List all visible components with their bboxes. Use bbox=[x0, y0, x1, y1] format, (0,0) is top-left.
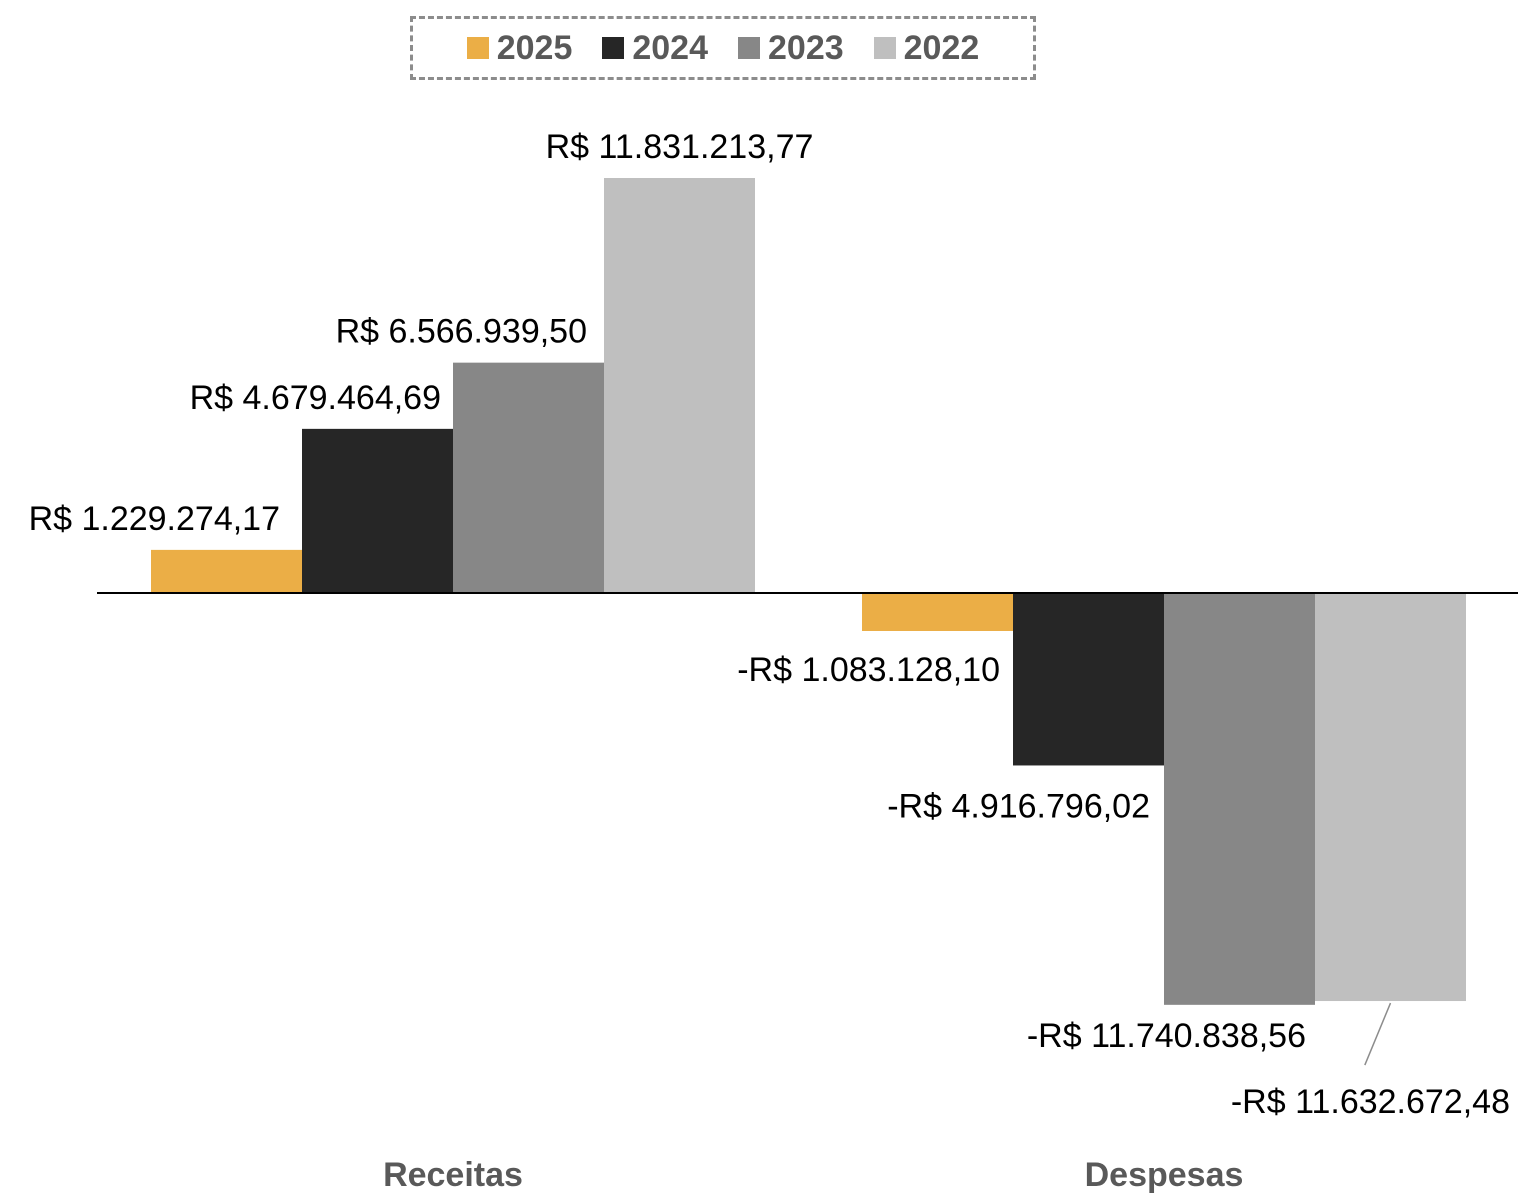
bar-despesas-2023 bbox=[1164, 593, 1315, 1005]
category-label-despesas: Despesas bbox=[1085, 1156, 1244, 1194]
chart-legend: 2025 2024 2023 2022 bbox=[410, 16, 1036, 80]
bars-group bbox=[151, 178, 1466, 1005]
legend-swatch-2025 bbox=[466, 37, 489, 59]
legend-item-2022: 2022 bbox=[873, 28, 980, 68]
legend-swatch-2024 bbox=[602, 37, 625, 59]
bar-despesas-2025 bbox=[862, 593, 1013, 631]
data-label-despesas-2023: -R$ 11.740.838,56 bbox=[1027, 1017, 1306, 1055]
data-label-receitas-2024: R$ 4.679.464,69 bbox=[190, 379, 441, 417]
legend-label-2024: 2024 bbox=[632, 28, 708, 67]
data-label-receitas-2023: R$ 6.566.939,50 bbox=[336, 313, 587, 351]
category-labels-group: Receitas Despesas bbox=[383, 1156, 1243, 1194]
legend-item-2024: 2024 bbox=[602, 29, 708, 68]
legend-item-2023: 2023 bbox=[738, 29, 844, 68]
bar-despesas-2022 bbox=[1315, 593, 1466, 1002]
legend-item-2025: 2025 bbox=[466, 28, 573, 68]
bar-despesas-2024 bbox=[1013, 593, 1164, 766]
legend-label-2023: 2023 bbox=[768, 28, 844, 67]
bar-receitas-2024 bbox=[302, 428, 453, 593]
bar-receitas-2023 bbox=[453, 362, 604, 593]
legend-label-2022: 2022 bbox=[903, 28, 980, 67]
data-label-despesas-2025: -R$ 1.083.128,10 bbox=[737, 651, 1000, 689]
leader-line-despesas-2022 bbox=[1364, 1002, 1392, 1066]
legend-swatch-2022 bbox=[873, 37, 896, 59]
data-labels-group: R$ 1.229.274,17 R$ 4.679.464,69 R$ 6.566.9… bbox=[29, 128, 1510, 1121]
data-label-receitas-2025: R$ 1.229.274,17 bbox=[29, 500, 280, 538]
data-label-despesas-2022: -R$ 11.632.672,48 bbox=[1231, 1083, 1510, 1121]
data-label-despesas-2024: -R$ 4.916.796,02 bbox=[887, 787, 1150, 825]
data-label-receitas-2022: R$ 11.831.213,77 bbox=[546, 128, 814, 166]
bar-receitas-2025 bbox=[151, 549, 302, 593]
legend-label-2025: 2025 bbox=[496, 28, 573, 67]
legend-swatch-2023 bbox=[738, 37, 760, 59]
category-label-receitas: Receitas bbox=[383, 1156, 523, 1194]
bar-receitas-2022 bbox=[604, 178, 755, 593]
